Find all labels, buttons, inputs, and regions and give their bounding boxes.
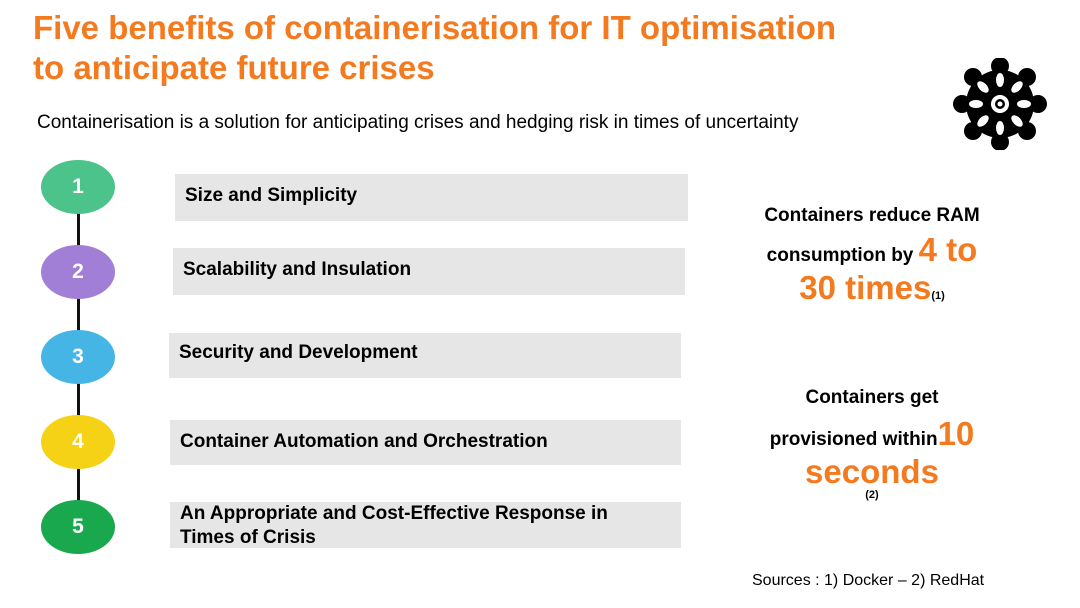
step-2-box: Scalability and Insulation	[173, 248, 685, 295]
slide-title-line-2: to anticipate future crises	[33, 49, 435, 86]
ram-stat-ref: (1)	[931, 290, 945, 302]
slide-subtitle: Containerisation is a solution for antic…	[37, 112, 799, 133]
step-2-label: Scalability and Insulation	[183, 259, 412, 280]
step-1-box: Size and Simplicity	[175, 174, 688, 221]
step-4-number: 4	[72, 430, 84, 453]
provision-stat-line-2: provisioned within	[769, 429, 938, 450]
container-hub-icon	[953, 58, 1047, 150]
ram-stat-highlight-a: 4 to	[918, 231, 978, 268]
step-4-box: Container Automation and Orchestration	[170, 420, 681, 465]
provision-stat-highlight-b: seconds	[805, 453, 939, 490]
ram-stat-line-2: consumption by	[766, 245, 919, 266]
sources-note: Sources : 1) Docker – 2) RedHat	[752, 572, 985, 589]
step-2-number: 2	[72, 260, 84, 283]
step-5-number: 5	[72, 515, 84, 538]
step-5-label-line-1: An Appropriate and Cost-Effective Respon…	[180, 503, 608, 524]
step-3-box: Security and Development	[169, 333, 681, 378]
step-5-box: An Appropriate and Cost-Effective Respon…	[170, 502, 681, 548]
provision-stat-line-1: Containers get	[805, 387, 939, 408]
step-1-label: Size and Simplicity	[185, 185, 358, 206]
step-5-circle: 5	[41, 500, 115, 554]
provision-stat-ref: (2)	[865, 489, 879, 501]
step-3-circle: 3	[41, 330, 115, 384]
step-1-circle: 1	[41, 160, 115, 214]
step-3-label: Security and Development	[179, 342, 418, 363]
step-5-label-line-2: Times of Crisis	[180, 527, 316, 548]
provision-stat-highlight-a: 10	[937, 415, 975, 452]
ram-stat-highlight-b: 30 times	[799, 269, 932, 306]
step-4-label: Container Automation and Orchestration	[180, 431, 548, 452]
step-4-circle: 4	[41, 415, 115, 469]
ram-stat: Containers reduce RAM consumption by 4 t…	[738, 203, 1006, 307]
slide-title: Five benefits of containerisation for IT…	[33, 8, 933, 88]
provision-stat: Containers get provisioned within10 seco…	[738, 385, 1006, 503]
step-3-number: 3	[72, 345, 84, 368]
slide-title-line-1: Five benefits of containerisation for IT…	[33, 9, 837, 46]
ram-stat-line-1: Containers reduce RAM	[764, 205, 980, 226]
step-2-circle: 2	[41, 245, 115, 299]
step-1-number: 1	[72, 175, 84, 198]
